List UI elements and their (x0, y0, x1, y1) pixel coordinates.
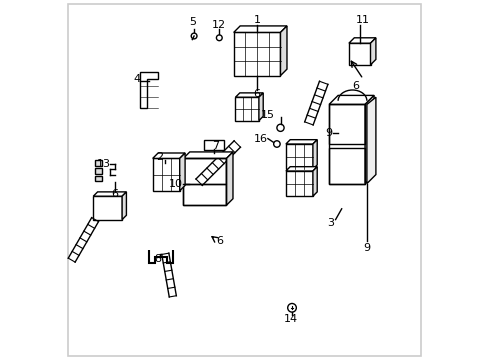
Text: 8: 8 (154, 254, 162, 264)
Text: 4: 4 (133, 74, 140, 84)
Bar (95, 176, 102, 181)
Bar (204, 140, 224, 150)
Polygon shape (122, 192, 126, 220)
Text: 12: 12 (212, 20, 226, 30)
Bar (183, 158, 226, 205)
Polygon shape (235, 93, 263, 97)
Polygon shape (233, 26, 286, 32)
Text: 6: 6 (253, 89, 260, 99)
Bar (93, 196, 122, 220)
Text: 3: 3 (327, 218, 334, 228)
Polygon shape (258, 93, 263, 121)
Polygon shape (365, 95, 373, 184)
Bar (328, 148, 365, 184)
Polygon shape (152, 153, 185, 158)
Text: 16: 16 (253, 134, 267, 144)
Bar (235, 97, 258, 121)
Polygon shape (366, 97, 375, 184)
Polygon shape (183, 152, 232, 158)
Bar (183, 158, 226, 184)
Text: 1: 1 (253, 15, 260, 25)
Polygon shape (348, 38, 375, 43)
Bar (328, 104, 365, 184)
Text: 6: 6 (215, 236, 223, 246)
Polygon shape (312, 167, 317, 196)
Text: 2: 2 (156, 152, 163, 162)
Bar (95, 168, 102, 174)
Text: 9: 9 (363, 243, 370, 253)
Bar (328, 104, 365, 144)
Polygon shape (328, 95, 373, 104)
Polygon shape (285, 140, 317, 144)
Bar (183, 184, 226, 205)
Polygon shape (179, 153, 185, 191)
Text: 7: 7 (212, 141, 219, 151)
Text: 13: 13 (97, 159, 111, 169)
Text: 10: 10 (169, 179, 183, 189)
Polygon shape (370, 38, 375, 65)
Bar (285, 171, 312, 196)
Polygon shape (93, 192, 126, 196)
Polygon shape (280, 26, 286, 76)
Polygon shape (312, 140, 317, 169)
Text: 6: 6 (352, 81, 359, 91)
Text: 6: 6 (111, 189, 118, 199)
Bar (233, 32, 280, 76)
Text: 11: 11 (356, 15, 369, 25)
Text: 5: 5 (188, 17, 195, 27)
Polygon shape (285, 167, 317, 171)
Bar (95, 160, 102, 166)
Polygon shape (226, 152, 232, 205)
Bar (348, 43, 370, 65)
Bar (152, 158, 179, 191)
Text: 15: 15 (261, 110, 274, 120)
Text: 14: 14 (284, 314, 298, 324)
Bar (285, 144, 312, 169)
Text: 9: 9 (325, 128, 332, 138)
